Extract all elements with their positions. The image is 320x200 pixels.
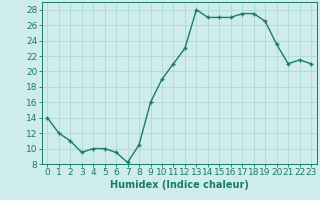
X-axis label: Humidex (Indice chaleur): Humidex (Indice chaleur) [110,180,249,190]
